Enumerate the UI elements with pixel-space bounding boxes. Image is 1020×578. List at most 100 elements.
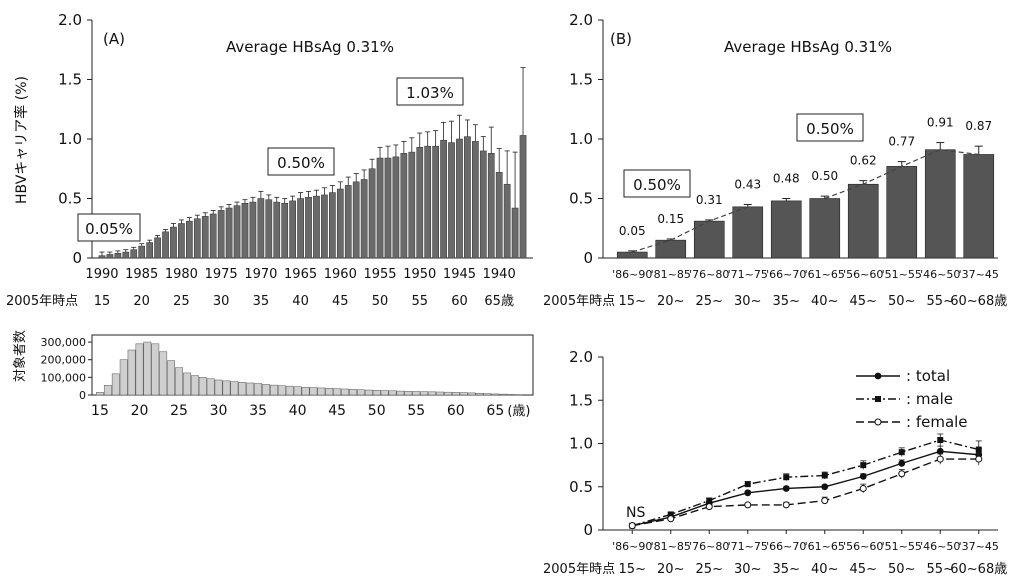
panel-c-bar [96,392,104,396]
panel-a-bar [186,220,193,259]
panel-a-xtick-label: 1970 [244,267,277,282]
panel-b-ytick-label: 0 [583,249,593,267]
panel-a-bar [98,255,106,259]
panel-b-ytick-label: 1.5 [569,71,593,89]
panel-b-bars [616,142,995,259]
panel-c-bar [151,343,160,396]
panel-b-age-tick-label: 50~ [888,294,915,309]
panel-a-ytick-label: 0.5 [58,190,82,208]
panel-b-value-label: 0.31 [696,193,723,207]
panel-b-bar [886,166,918,259]
panel-c-ytick-label: 0 [79,389,86,402]
panel-a-bar [201,216,209,259]
panel-d-age-tick-label: 40~ [811,562,838,577]
panel-b-xtick-label: '76~80 [689,268,729,281]
panel-c-bar [499,393,508,396]
panel-c-bar [388,390,397,396]
annotation-box-0-50-a: 0.50% [267,147,335,176]
panel-a-bar [233,205,241,259]
panel-b-value-label: 0.87 [965,119,992,133]
panel-a-bar [209,213,217,259]
panel-a-xtick-label: 1975 [205,267,238,282]
panel-b-age-tick-label: 35~ [773,294,800,309]
panel-c-bar [254,383,262,396]
panel-d-marker [744,489,752,497]
panel-a-bar [281,203,289,259]
panel-a-bar [376,157,384,259]
panel-c-bar [451,392,460,396]
panel-c-bar [333,388,342,396]
panel-a-bar [114,252,122,259]
panel-a-age-tick-label: 40 [292,294,309,309]
panel-a-bar [138,245,146,259]
panel-a-bar [154,237,161,259]
panel-a-age-tick-label: 30 [213,294,230,309]
panel-a-bar [146,242,153,259]
panel-a-bar [400,153,408,259]
panel-d-xtick-label: '66~70 [766,540,806,553]
panel-d-legend: : total: male: female [856,367,968,431]
panel-c-bar [475,392,484,396]
panel-b-age-tick-label: 20~ [657,294,684,309]
panel-a-bar [329,192,336,259]
panel-a-xtick-label: 1955 [363,267,396,282]
panel-d-marker [859,472,867,480]
panel-a-bar [273,201,281,259]
panel-c-bar [238,382,247,396]
panel-a-xtick-label: 1960 [324,267,357,282]
panel-a-bar [321,194,328,259]
panel-a-bar [519,135,527,259]
panel-d-xtick-label: '61~65 [805,540,845,553]
panel-d-marker [782,485,790,492]
panel-d-ytick-label: 1.5 [569,391,593,409]
panel-d-xtick-label: '56~60 [843,540,883,553]
panel-a-xtick-label: 1980 [165,267,198,282]
panel-b: (B) Average HBsAg 0.31% 0 0.5 1.0 1.5 2.0 0.0… [543,11,1007,309]
panel-a-age-tick-label: 60 [451,294,468,309]
legend-marker [875,396,881,402]
panel-a-bar [416,147,424,259]
panel-b-age-tick-label: 25~ [696,294,723,309]
legend-marker [874,372,882,380]
panel-d-marker [898,449,905,456]
panel-b-value-label: 0.62 [850,154,877,168]
panel-c-xtick-label: 60 [447,403,465,419]
panel-a-bar [217,210,225,259]
legend-label: : total [906,367,950,385]
panel-b-bar [732,206,764,259]
panel-d-marker [936,455,944,463]
panel-d-lines [628,433,983,530]
panel-a-age-tick-label: 65歳 [484,294,514,309]
panel-b-bar [655,239,687,259]
panel-d-axes [598,356,998,534]
panel-c-bar [206,378,215,396]
panel-c-bar [183,372,191,396]
panel-b-ytick-label: 1.0 [569,130,593,148]
panel-a-bar [257,198,265,259]
panel-a-bar [162,231,169,259]
panel-a-bar [336,188,344,259]
panel-a-bar [241,203,249,259]
panel-a-bar [424,145,432,259]
panel-c-bar [380,390,389,396]
panel-c-bar [270,384,278,396]
panel-b-age-row-label: 2005年時点 [543,294,615,309]
panel-a-bar [265,199,273,259]
panel-a-bar [408,151,416,259]
panel-d-ytick-label: 1.0 [569,435,593,453]
panel-d-marker [937,437,944,444]
panel-b-trend-line [632,206,748,253]
panel-c-bars [96,341,523,396]
panel-a-xtick-label: 1945 [443,267,476,282]
panel-d-age-tick-label: 25~ [696,562,723,577]
panel-b-bar [770,200,802,259]
panel-c-xtick-label: 25 [170,403,188,419]
panel-c-bar [214,379,223,396]
panel-c-bar [198,377,207,396]
annotation-box-0-05: 0.05% [77,213,141,242]
panel-c-bar [404,391,413,396]
panel-d-marker [783,474,790,481]
panel-a-bar [432,145,439,259]
panel-a: (A) Average HBsAg 0.31% HBVキャリア率 (%) 00.… [6,11,533,309]
panel-a-bar [289,200,296,259]
